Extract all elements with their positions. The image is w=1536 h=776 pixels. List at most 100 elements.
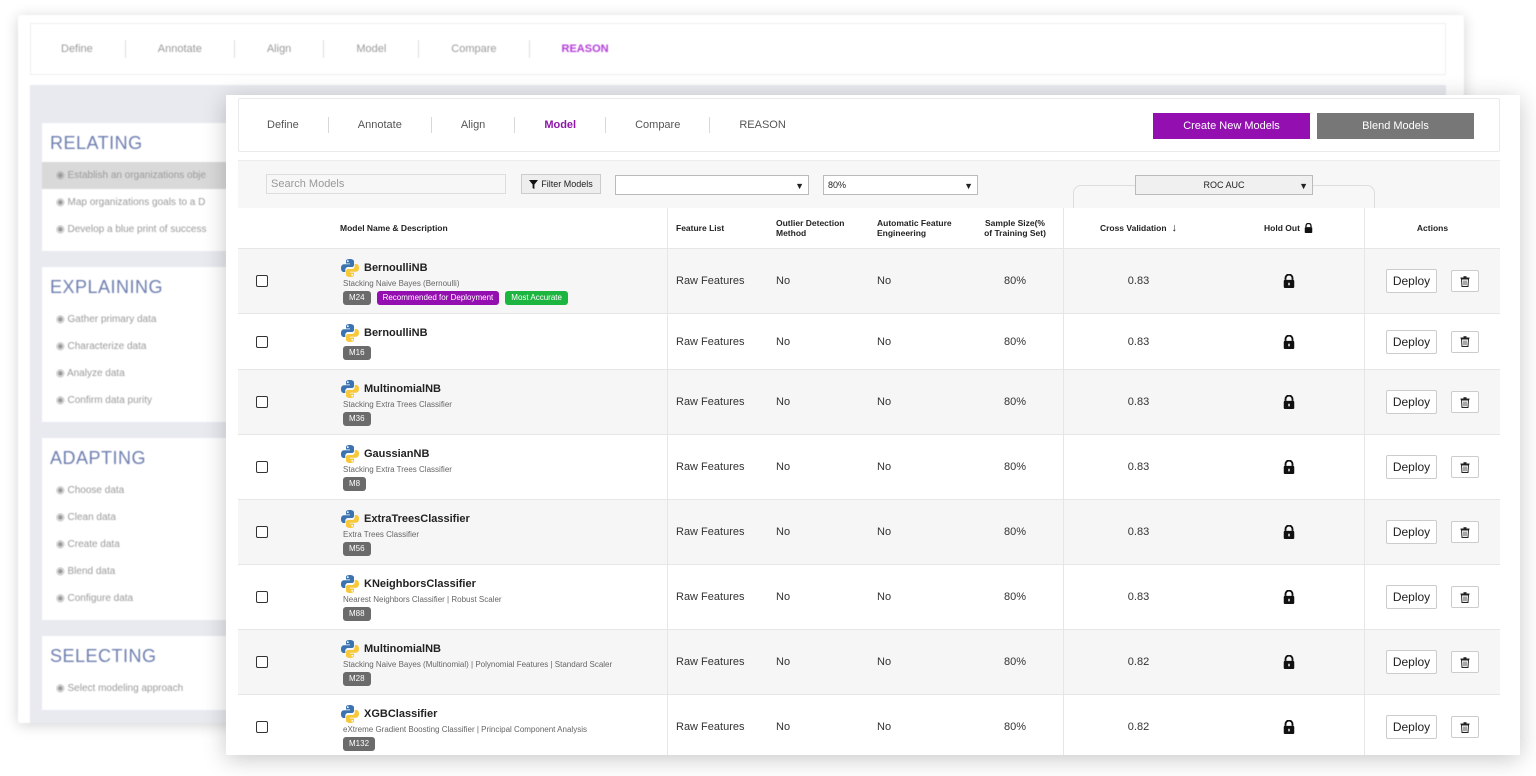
auto-feature-cell: No	[877, 526, 892, 538]
deploy-button[interactable]: Deploy	[1385, 390, 1438, 414]
row-checkbox[interactable]	[256, 591, 268, 603]
header-sample-size[interactable]: Sample Size(% of Training Set)	[967, 208, 1063, 248]
row-checkbox[interactable]	[256, 461, 268, 473]
deploy-button[interactable]: Deploy	[1385, 455, 1438, 479]
table-row[interactable]: MultinomialNB Stacking Naive Bayes (Multi…	[238, 630, 1500, 695]
deploy-button[interactable]: Deploy	[1385, 520, 1438, 544]
header-cross-validation[interactable]: Cross Validation ↓	[1063, 208, 1213, 248]
deploy-button[interactable]: Deploy	[1385, 585, 1438, 609]
model-title[interactable]: MultinomialNB	[340, 379, 441, 399]
header-feature-list[interactable]: Feature List	[676, 223, 725, 233]
header-outlier[interactable]: Outlier Detection Method	[776, 218, 845, 238]
cross-validation-cell: 0.83	[1063, 249, 1213, 313]
row-checkbox[interactable]	[256, 526, 268, 538]
hold-out-cell[interactable]	[1213, 695, 1365, 755]
table-row[interactable]: ExtraTreesClassifier Extra Trees Classifi…	[238, 500, 1500, 565]
model-title[interactable]: MultinomialNB	[340, 639, 441, 659]
background-section-item: ◉ Select modeling approach	[42, 675, 242, 702]
delete-button[interactable]	[1451, 521, 1480, 543]
table-row[interactable]: MultinomialNB Stacking Extra Trees Classi…	[238, 370, 1500, 435]
row-checkbox[interactable]	[256, 721, 268, 733]
model-badges: M88	[343, 606, 371, 621]
bullet-icon: ◉	[56, 683, 68, 694]
background-tab: Annotate	[158, 40, 235, 58]
delete-button[interactable]	[1451, 651, 1480, 673]
tab-annotate[interactable]: Annotate	[329, 117, 432, 133]
feature-list-cell: Raw Features	[676, 396, 745, 408]
model-title[interactable]: GaussianNB	[340, 444, 429, 464]
row-checkbox[interactable]	[256, 656, 268, 668]
deploy-button[interactable]: Deploy	[1385, 715, 1438, 739]
feature-list-select[interactable]: ▼	[615, 175, 809, 195]
model-description: Extra Trees Classifier	[343, 529, 420, 539]
model-title[interactable]: KNeighborsClassifier	[340, 574, 476, 594]
table-row[interactable]: KNeighborsClassifier Nearest Neighbors Cl…	[238, 565, 1500, 630]
background-section-item: ◉ Analyze data	[42, 360, 242, 387]
deploy-button[interactable]: Deploy	[1385, 269, 1438, 293]
model-title[interactable]: BernoulliNB	[340, 258, 428, 278]
trash-icon	[1460, 591, 1470, 603]
header-auto-feature[interactable]: Automatic Feature Engineering	[877, 218, 952, 238]
chevron-down-icon: ▼	[964, 181, 973, 191]
hold-out-cell[interactable]	[1213, 630, 1365, 694]
table-row[interactable]: BernoulliNB M16 Raw Features No No 80% 0.83 Dep…	[238, 314, 1500, 370]
delete-button[interactable]	[1451, 716, 1480, 738]
model-window: Define Annotate Align Model Compare REAS…	[226, 95, 1520, 755]
deploy-button[interactable]: Deploy	[1385, 650, 1438, 674]
outlier-cell: No	[776, 591, 791, 603]
feature-list-cell: Raw Features	[676, 335, 745, 348]
header-name[interactable]: Model Name & Description	[286, 208, 668, 248]
deploy-button[interactable]: Deploy	[1385, 329, 1438, 354]
background-section-title: SELECTING	[50, 646, 157, 666]
delete-button[interactable]	[1451, 586, 1480, 608]
model-title[interactable]: BernoulliNB	[340, 323, 428, 343]
bullet-icon: ◉	[56, 341, 68, 352]
delete-button[interactable]	[1451, 270, 1480, 292]
tab-define[interactable]: Define	[239, 117, 329, 133]
filter-models-label: Filter Models	[541, 179, 593, 189]
header-hold-out[interactable]: Hold Out	[1213, 208, 1365, 248]
filter-models-button[interactable]: Filter Models	[521, 174, 601, 194]
background-section-item: ◉ Choose data	[42, 477, 242, 504]
table-row[interactable]: BernoulliNB Stacking Naive Bayes (Bernoul…	[238, 249, 1500, 314]
background-tab: Model	[356, 40, 420, 58]
delete-button[interactable]	[1451, 456, 1480, 478]
delete-button[interactable]	[1451, 330, 1480, 353]
bullet-icon: ◉	[56, 170, 68, 181]
model-name-cell: GaussianNB Stacking Extra Trees Classifie…	[286, 435, 668, 499]
row-checkbox[interactable]	[256, 396, 268, 408]
metric-select[interactable]: ROC AUC ▼	[1135, 175, 1313, 195]
background-section: ADAPTING ◉ Choose data ◉ Clean data ◉ Creat…	[42, 438, 242, 620]
hold-out-cell[interactable]	[1213, 314, 1365, 369]
hold-out-cell[interactable]	[1213, 500, 1365, 564]
model-name-cell: BernoulliNB M16	[286, 314, 668, 369]
model-title[interactable]: ExtraTreesClassifier	[340, 509, 470, 529]
row-checkbox[interactable]	[256, 335, 268, 348]
sample-size-select[interactable]: 80% ▼	[823, 175, 978, 195]
lock-icon	[1283, 460, 1294, 474]
tab-reason[interactable]: REASON	[739, 119, 786, 131]
table-row[interactable]: XGBClassifier eXtreme Gradient Boosting C…	[238, 695, 1500, 755]
delete-button[interactable]	[1451, 391, 1480, 413]
actions-cell: Deploy	[1365, 370, 1500, 434]
search-input[interactable]: Search Models	[266, 174, 506, 194]
background-section: EXPLAINING ◉ Gather primary data ◉ Charact…	[42, 267, 242, 422]
model-title[interactable]: XGBClassifier	[340, 704, 437, 724]
header-sample-size-label: Sample Size(% of Training Set)	[984, 218, 1046, 238]
hold-out-cell[interactable]	[1213, 370, 1365, 434]
hold-out-cell[interactable]	[1213, 565, 1365, 629]
tab-align[interactable]: Align	[432, 117, 516, 133]
model-description: Stacking Extra Trees Classifier	[343, 399, 452, 409]
hold-out-cell[interactable]	[1213, 249, 1365, 313]
feature-list-cell: Raw Features	[676, 526, 745, 538]
blend-models-button[interactable]: Blend Models	[1317, 113, 1474, 139]
row-checkbox[interactable]	[256, 275, 268, 287]
table-row[interactable]: GaussianNB Stacking Extra Trees Classifie…	[238, 435, 1500, 500]
tab-compare[interactable]: Compare	[606, 117, 711, 133]
create-new-models-button[interactable]: Create New Models	[1153, 113, 1310, 139]
hold-out-cell[interactable]	[1213, 435, 1365, 499]
tab-model[interactable]: Model	[515, 117, 607, 133]
model-name-cell: KNeighborsClassifier Nearest Neighbors Cl…	[286, 565, 668, 629]
background-tab: Compare	[451, 40, 530, 58]
outlier-cell: No	[776, 656, 791, 668]
